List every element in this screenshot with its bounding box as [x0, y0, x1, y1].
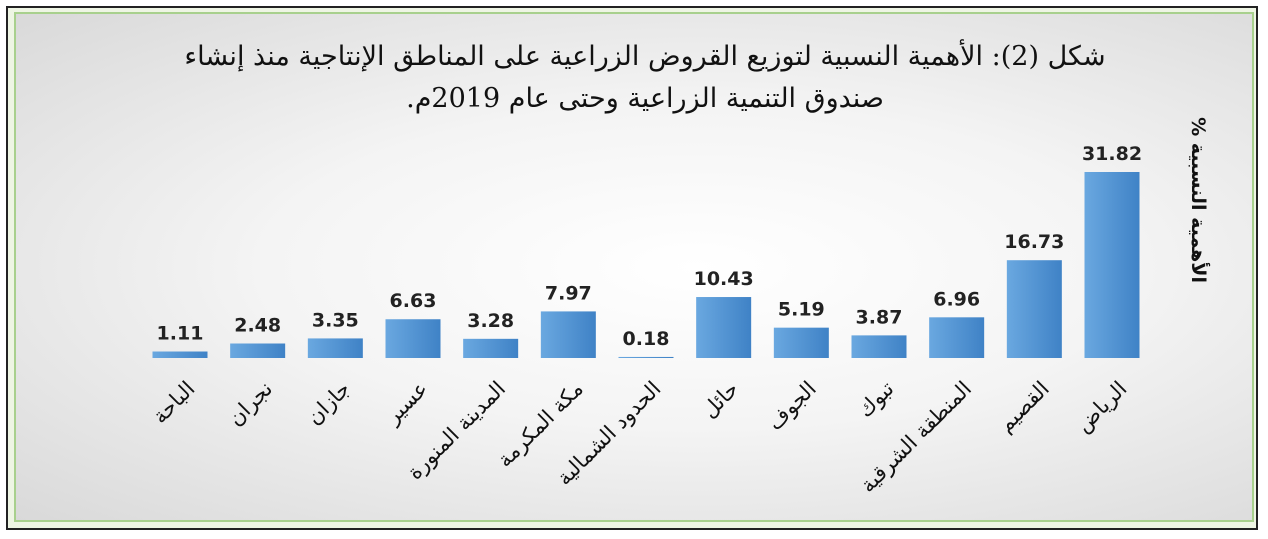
bar	[618, 356, 674, 358]
x-tick-label: تبوك	[853, 376, 899, 422]
x-tick-label: الباحة	[148, 377, 200, 429]
bar	[696, 297, 752, 358]
x-tick-label: حائل	[697, 377, 743, 423]
value-label: 7.97	[545, 282, 592, 304]
value-label: 1.11	[157, 323, 204, 345]
value-label: 31.82	[1082, 143, 1142, 165]
value-label: 3.28	[467, 310, 514, 332]
bar	[152, 351, 208, 358]
x-tick-label: الجوف	[763, 377, 822, 436]
x-tick-label: القصيم	[993, 377, 1054, 438]
value-label: 2.48	[234, 315, 281, 337]
bar	[1006, 260, 1062, 358]
bar	[307, 338, 363, 358]
value-label: 6.63	[390, 290, 437, 312]
x-tick-label: عسير	[380, 377, 433, 430]
y-axis-label: الأهمية النسبية %	[1187, 117, 1210, 283]
x-tick-label: الرياض	[1071, 377, 1132, 438]
x-tick-label: نجران	[223, 377, 278, 432]
bar	[540, 311, 596, 358]
value-label: 3.35	[312, 309, 359, 331]
bar	[385, 319, 441, 358]
bar	[463, 338, 519, 358]
value-label: 3.87	[856, 306, 903, 328]
chart-title: شكل (2): الأهمية النسبية لتوزيع القروض ا…	[184, 41, 1106, 114]
value-label: 5.19	[778, 299, 825, 321]
x-tick-label: جازان	[302, 377, 356, 431]
bar	[230, 343, 286, 358]
bar	[851, 335, 907, 358]
bar	[1084, 172, 1140, 358]
bar	[929, 317, 985, 358]
value-label: 16.73	[1004, 231, 1064, 253]
bar	[773, 327, 829, 358]
value-label: 0.18	[623, 328, 670, 350]
value-label: 6.96	[933, 288, 980, 310]
value-label: 10.43	[694, 268, 754, 290]
